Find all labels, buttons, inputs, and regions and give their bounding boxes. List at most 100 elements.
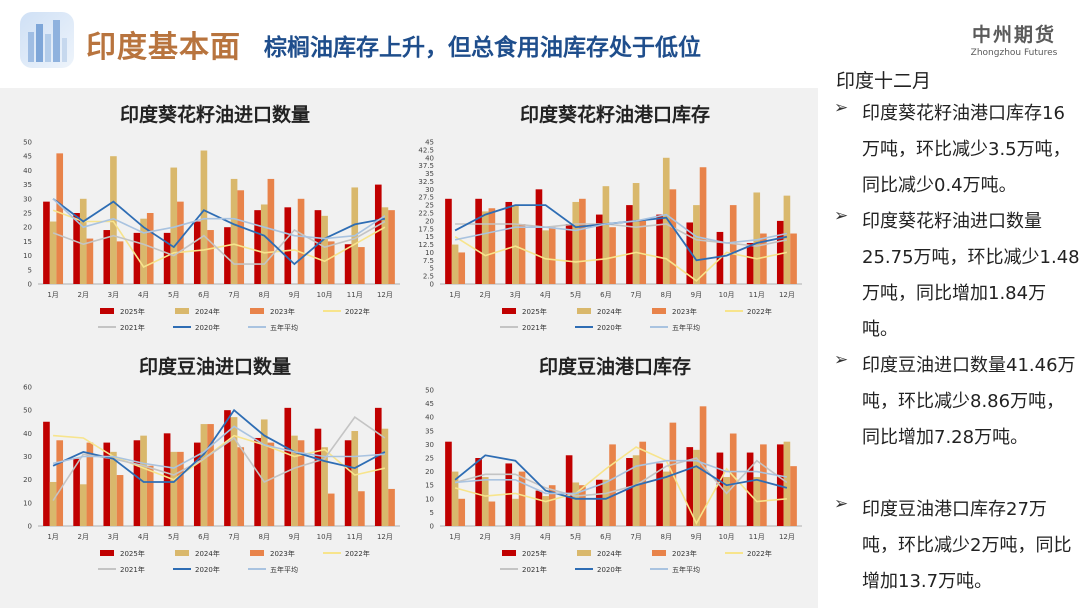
- x-tick-label: 8月: [661, 291, 672, 299]
- bar-2024年: [110, 156, 117, 284]
- legend-label: 2021年: [120, 323, 145, 332]
- y-tick-label: 15: [23, 238, 32, 246]
- bar-2024年: [230, 178, 238, 284]
- chart-title-sunflower-import: 印度葵花籽油进口数量: [119, 104, 310, 126]
- y-tick-label: 0: [28, 281, 32, 289]
- line-2022年: [53, 434, 386, 481]
- bar-2024年: [662, 471, 670, 526]
- x-tick-label: 5月: [168, 533, 179, 541]
- bar-2025年: [374, 184, 382, 284]
- summary-item-text: 印度豆油港口库存27万吨，环比减少2万吨，同比增加13.7万吨。: [862, 499, 1072, 592]
- legend-swatch: [100, 550, 114, 556]
- y-tick-label: 32.5: [418, 178, 434, 186]
- bar-2024年: [602, 186, 610, 284]
- bar-2024年: [572, 482, 580, 526]
- y-tick-label: 20: [425, 217, 434, 225]
- y-tick-label: 27.5: [418, 194, 434, 202]
- x-tick-label: 11月: [749, 291, 765, 299]
- x-tick-label: 9月: [289, 291, 300, 299]
- legend-swatch: [502, 550, 516, 556]
- y-tick-label: 0: [430, 281, 434, 289]
- y-tick-label: 30: [425, 186, 434, 194]
- bar-2025年: [224, 410, 231, 526]
- bar-2024年: [783, 195, 791, 284]
- bar-2025年: [133, 232, 141, 284]
- bar-2023年: [518, 471, 526, 526]
- chart-title-soy-import: 印度豆油进口数量: [138, 356, 291, 378]
- legend-label: 2020年: [597, 323, 622, 332]
- x-tick-label: 7月: [630, 533, 641, 541]
- bar-2024年: [260, 419, 268, 526]
- legend-label: 2022年: [747, 549, 772, 558]
- page-subtitle: 棕榈油库存上升，但总食用油库存处于低位: [264, 35, 701, 61]
- bar-2025年: [193, 442, 201, 526]
- line-2020年: [454, 454, 788, 500]
- x-tick-label: 6月: [198, 533, 209, 541]
- bar-2023年: [177, 201, 184, 284]
- line-2021年: [52, 220, 386, 265]
- legend-swatch: [100, 308, 114, 314]
- x-tick-label: 2月: [480, 533, 491, 541]
- line-2022年: [52, 209, 386, 269]
- bar-2023年: [790, 466, 797, 526]
- bar-2025年: [535, 189, 543, 284]
- arrow-right-icon: ➢: [834, 494, 849, 514]
- legend-label: 2024年: [597, 307, 622, 316]
- bar-2023年: [327, 241, 335, 284]
- bar-2024年: [602, 479, 610, 526]
- y-tick-label: 0: [430, 523, 434, 531]
- bar-2025年: [73, 213, 80, 284]
- bar-2025年: [656, 463, 663, 526]
- bar-2023年: [488, 208, 496, 284]
- bar-2024年: [170, 451, 178, 526]
- bar-2023年: [699, 167, 707, 284]
- y-tick-label: 15: [425, 482, 434, 490]
- x-tick-label: 6月: [198, 291, 209, 299]
- legend-label: 2024年: [195, 307, 220, 316]
- bar-2025年: [374, 407, 382, 526]
- legend-label: 2020年: [597, 565, 622, 574]
- bar-2023年: [609, 227, 616, 284]
- x-tick-label: 5月: [570, 291, 581, 299]
- legend-swatch: [250, 308, 264, 314]
- bar-2023年: [518, 224, 526, 284]
- legend-label: 五年平均: [270, 323, 298, 332]
- bar-2024年: [451, 471, 459, 526]
- bar-2024年: [572, 201, 580, 284]
- bar-2025年: [344, 440, 352, 526]
- bar-2025年: [314, 428, 322, 526]
- x-tick-label: 7月: [630, 291, 641, 299]
- bar-2024年: [481, 477, 489, 526]
- bar-2025年: [626, 458, 633, 526]
- arrow-right-icon: ➢: [834, 206, 849, 226]
- legend-swatch: [175, 308, 189, 314]
- brand-name-en: Zhongzhou Futures: [970, 48, 1058, 58]
- bar-2025年: [103, 442, 111, 526]
- y-tick-label: 45: [425, 400, 434, 408]
- x-tick-label: 10月: [317, 291, 333, 299]
- bar-2023年: [327, 493, 335, 526]
- x-tick-label: 1月: [47, 533, 58, 541]
- bar-2024年: [140, 435, 147, 526]
- bar-2023年: [56, 153, 64, 284]
- bar-2025年: [344, 244, 352, 284]
- bar-2023年: [146, 465, 154, 526]
- x-tick-label: 10月: [719, 533, 735, 541]
- x-tick-label: 4月: [540, 533, 551, 541]
- bar-2024年: [481, 211, 489, 284]
- bar-2025年: [475, 198, 482, 284]
- bar-2025年: [284, 407, 292, 526]
- y-tick-label: 5: [430, 265, 434, 273]
- bar-2023年: [488, 501, 496, 526]
- x-tick-label: 3月: [510, 291, 521, 299]
- legend-label: 2023年: [270, 549, 295, 558]
- bar-2024年: [260, 204, 268, 284]
- bar-2023年: [86, 238, 94, 284]
- bar-2024年: [542, 230, 549, 284]
- line-2022年: [454, 446, 787, 526]
- bar-2023年: [267, 442, 275, 526]
- bar-2023年: [760, 233, 767, 284]
- x-tick-label: 7月: [228, 291, 239, 299]
- legend-label: 2022年: [345, 549, 370, 558]
